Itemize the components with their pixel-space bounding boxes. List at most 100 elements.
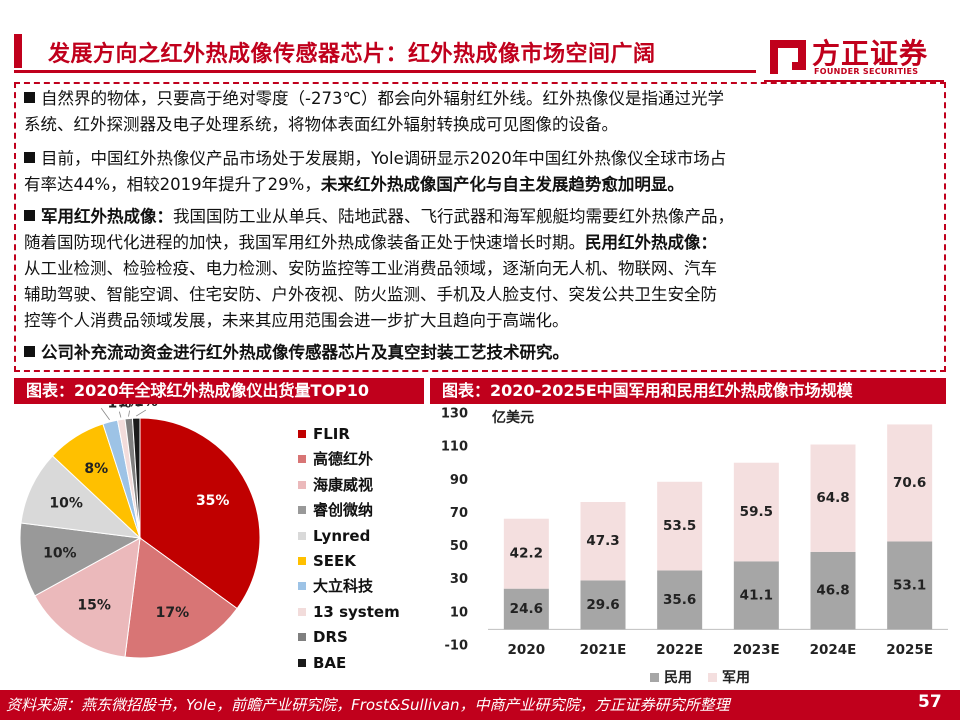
y-tick-label: 110 bbox=[441, 440, 468, 455]
bar-military bbox=[810, 444, 856, 552]
pie-data-label: 1% bbox=[118, 404, 142, 411]
logo-icon bbox=[770, 40, 806, 74]
charts-canvas: 35%17%15%10%10%8%2%1%1%1%-10103050709011… bbox=[19, 404, 948, 686]
legend-swatch bbox=[298, 480, 306, 489]
y-tick-label: 30 bbox=[450, 572, 468, 587]
bullet-text: 我国国防工业从单兵、陆地武器、飞行武器和海军舰艇均需要红外热像产品， bbox=[173, 207, 734, 226]
y-tick-label: 50 bbox=[450, 539, 468, 554]
bullet-text: 辅助驾驶、智能空调、住宅安防、户外夜视、防火监测、手机及人脸支付、突发公共卫生安… bbox=[24, 285, 717, 304]
bar-data-label: 42.2 bbox=[510, 546, 543, 562]
pie-legend-item: SEEK bbox=[298, 551, 400, 576]
bullet-highlight: 未来红外热成像国产化与自主发展趋势愈加明显。 bbox=[320, 175, 684, 194]
bar-data-label: 24.6 bbox=[510, 601, 543, 617]
x-tick-label: 2023E bbox=[733, 642, 780, 658]
legend-label: 睿创微纳 bbox=[313, 501, 374, 520]
bullet-square-icon bbox=[24, 210, 35, 221]
pie-label-leader bbox=[135, 409, 147, 417]
legend-swatch bbox=[298, 658, 306, 667]
pie-chart-title: 图表：2020年全球红外热成像仪出货量TOP10 bbox=[14, 378, 424, 404]
bullet-text: 有率达44%，相较2019年提升了29%， bbox=[24, 175, 321, 194]
bar-civil bbox=[580, 580, 626, 630]
legend-swatch bbox=[298, 582, 306, 591]
pie-legend-item: 13 system bbox=[298, 602, 400, 627]
pie-legend-item: 大立科技 bbox=[298, 576, 400, 601]
pie-slice bbox=[20, 455, 142, 539]
bullet-square-icon bbox=[24, 92, 35, 103]
pie-data-label: 1% bbox=[107, 404, 131, 412]
bar-legend-label: 军用 bbox=[722, 670, 750, 686]
legend-label: 高德红外 bbox=[313, 450, 374, 469]
bar-legend-swatch bbox=[650, 673, 659, 682]
legend-swatch bbox=[298, 455, 306, 464]
title-underline bbox=[14, 70, 756, 73]
pie-data-label: 2% bbox=[89, 404, 113, 408]
bar-civil bbox=[733, 561, 779, 630]
bullet-highlight: 公司补充流动资金进行红外热成像传感器芯片及真空封装工艺技术研究。 bbox=[41, 343, 569, 362]
bar-data-label: 29.6 bbox=[586, 597, 619, 613]
legend-label: FLIR bbox=[313, 425, 350, 443]
bar-legend-swatch bbox=[708, 673, 717, 682]
bar-data-label: 35.6 bbox=[663, 592, 696, 608]
pie-legend-item: Lynred bbox=[298, 526, 400, 551]
bullet-military-civil: 军用红外热成像：我国国防工业从单兵、陆地武器、飞行武器和海军舰艇均需要红外热像产… bbox=[24, 204, 734, 334]
bullet-text: 从工业检测、检验检疫、电力检测、安防监控等工业消费品领域，逐渐向无人机、物联网、… bbox=[24, 259, 717, 278]
pie-legend-item: 睿创微纳 bbox=[298, 500, 400, 525]
legend-label: DRS bbox=[313, 628, 348, 647]
pie-legend-item: 海康威视 bbox=[298, 475, 400, 500]
legend-label: 13 system bbox=[313, 602, 400, 621]
legend-swatch bbox=[298, 506, 306, 515]
pie-legend-item: BAE bbox=[298, 653, 400, 678]
bullet-market: 目前，中国红外热像仪产品市场处于发展期，Yole调研显示2020年中国红外热像仪… bbox=[24, 146, 726, 198]
bar-data-label: 59.5 bbox=[740, 504, 773, 520]
bar-data-label: 46.8 bbox=[816, 583, 849, 599]
bar-data-label: 53.5 bbox=[663, 518, 696, 534]
y-tick-label: 90 bbox=[450, 473, 468, 488]
footer-bar bbox=[0, 690, 960, 720]
y-tick-label: 130 bbox=[441, 407, 468, 422]
legend-label: SEEK bbox=[313, 551, 356, 570]
x-tick-label: 2024E bbox=[810, 642, 857, 658]
x-tick-label: 2025E bbox=[886, 642, 933, 658]
legend-label: Lynred bbox=[313, 526, 371, 545]
logo-underline bbox=[764, 80, 944, 82]
pie-slice bbox=[124, 537, 238, 659]
bar-data-label: 47.3 bbox=[586, 533, 619, 549]
bar-military bbox=[503, 518, 549, 589]
pie-legend-item: FLIR bbox=[298, 424, 400, 449]
pie-data-label: 35% bbox=[196, 493, 230, 509]
legend-swatch bbox=[298, 430, 306, 438]
legend-label: 大立科技 bbox=[313, 577, 374, 596]
pie-slice bbox=[34, 537, 141, 658]
bullet-company: 公司补充流动资金进行红外热成像传感器芯片及真空封装工艺技术研究。 bbox=[24, 340, 569, 366]
bar-data-label: 70.6 bbox=[893, 475, 926, 491]
bullet-nature: 自然界的物体，只要高于绝对零度（-273℃）都会向外辐射红外线。红外热像仪是指通… bbox=[24, 86, 724, 138]
bar-chart-title: 图表：2020-2025E中国军用和民用红外热成像市场规模 bbox=[430, 378, 946, 404]
legend-label: 海康威视 bbox=[313, 475, 374, 494]
pie-data-label: 15% bbox=[77, 597, 111, 613]
pie-slice bbox=[131, 417, 141, 539]
bar-military bbox=[657, 481, 703, 571]
y-tick-label: 70 bbox=[450, 506, 468, 521]
pie-legend: FLIR 高德红外海康威视睿创微纳 Lynred SEEK 大立科技 13 system D… bbox=[298, 424, 400, 678]
bullet-text: 系统、红外探测器及电子处理系统，将物体表面红外辐射转换成可见图像的设备。 bbox=[24, 115, 618, 134]
legend-swatch bbox=[298, 531, 306, 540]
legend-swatch bbox=[298, 607, 306, 616]
pie-label-leader bbox=[118, 411, 122, 418]
bullet-square-icon bbox=[24, 346, 35, 357]
bar-data-label: 64.8 bbox=[816, 490, 849, 506]
bar-civil bbox=[503, 588, 549, 630]
pie-data-label: 10% bbox=[49, 495, 83, 511]
source-note: 资料来源：燕东微招股书，Yole，前瞻产业研究院，Frost&Sullivan，… bbox=[6, 696, 730, 714]
bullet-square-icon bbox=[24, 152, 35, 163]
x-tick-label: 2021E bbox=[580, 642, 627, 658]
bullet-text: 随着国防现代化进程的加快，我国军用红外热成像装备正处于快速增长时期。 bbox=[24, 233, 585, 252]
pie-legend-item: DRS bbox=[298, 627, 400, 652]
pie-data-label: 10% bbox=[43, 545, 77, 561]
bullet-text: 自然界的物体，只要高于绝对零度（-273℃）都会向外辐射红外线。红外热像仪是指通… bbox=[41, 89, 724, 108]
company-logo-en: FOUNDER SECURITIES bbox=[814, 67, 919, 76]
bar-civil bbox=[810, 551, 856, 630]
bar-military bbox=[887, 424, 933, 542]
pie-legend-item: 高德红外 bbox=[298, 449, 400, 474]
x-tick-label: 2022E bbox=[656, 642, 703, 658]
bullet-heading: 民用红外热成像： bbox=[585, 233, 717, 252]
